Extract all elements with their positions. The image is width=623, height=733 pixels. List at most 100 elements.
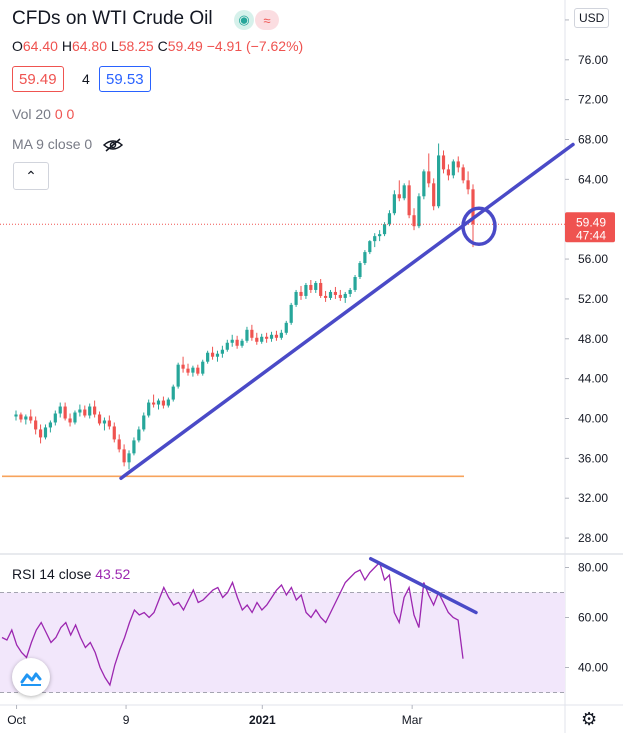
spread-value: 4: [82, 71, 90, 87]
candle-body: [171, 386, 175, 400]
candle-body: [137, 429, 141, 441]
price-tick-label: 76.00: [578, 53, 608, 67]
candle-body: [151, 402, 156, 405]
candle-body: [323, 295, 328, 298]
low-label: L: [110, 38, 119, 54]
currency-button[interactable]: USD: [574, 8, 610, 28]
candle-body: [348, 289, 352, 294]
rsi-tick-label: 40.00: [578, 661, 608, 675]
candle-body: [181, 364, 185, 369]
candle-body: [122, 449, 126, 463]
candle-body: [38, 429, 43, 438]
candle-body: [147, 402, 151, 416]
collapse-legend-button[interactable]: ⌃: [13, 162, 49, 190]
candle-body: [471, 189, 475, 225]
candle-body: [48, 422, 52, 428]
candle-body: [294, 291, 298, 305]
candle-body: [161, 400, 166, 406]
symbol-title[interactable]: CFDs on WTI Crude Oil: [12, 8, 213, 29]
rsi-value: 43.52: [95, 566, 131, 582]
sell-price-button[interactable]: 59.49: [12, 66, 64, 92]
candle-body: [446, 169, 451, 176]
candle-body: [338, 294, 342, 298]
market-open-badge[interactable]: ◉: [234, 10, 254, 30]
candle-body: [368, 241, 372, 253]
candle-body: [407, 185, 411, 216]
candle-body: [269, 334, 274, 339]
candle-body: [358, 263, 362, 277]
rsi-legend[interactable]: RSI 14 close 43.52: [12, 566, 130, 582]
buy-price-button[interactable]: 59.53: [99, 66, 151, 92]
candle-body: [201, 361, 205, 374]
candle-body: [14, 414, 18, 417]
change-value: −4.91 (−7.62%): [206, 38, 304, 54]
breakdown-circle: [461, 206, 497, 247]
price-tick-label: 48.00: [578, 332, 608, 346]
candle-body: [392, 194, 396, 214]
tradingview-logo-icon[interactable]: [12, 658, 50, 696]
candle-body: [132, 440, 136, 454]
symbol-type-badge[interactable]: ≈: [255, 10, 279, 30]
close-value: 59.49: [167, 38, 203, 54]
candle-body: [402, 185, 406, 199]
candle-body: [245, 329, 249, 341]
candle-body: [343, 293, 347, 298]
volume-value-2: 0: [66, 106, 75, 122]
price-tick-label: 56.00: [578, 252, 608, 266]
candle-body: [437, 155, 441, 207]
candle-body: [127, 453, 131, 463]
candle-body: [466, 180, 470, 190]
candle-body: [19, 414, 23, 420]
candle-body: [363, 252, 367, 264]
candle-body: [102, 420, 107, 424]
candle-body: [73, 412, 77, 423]
candle-body: [191, 367, 195, 373]
candle-body: [314, 282, 318, 290]
price-tick-label: 32.00: [578, 491, 608, 505]
candle-body: [397, 194, 401, 199]
last-price-tag: [565, 212, 615, 243]
eye-crossed-icon[interactable]: [102, 137, 124, 153]
candle-body: [427, 171, 431, 184]
candle-body: [107, 420, 111, 427]
low-value: 58.25: [118, 38, 154, 54]
high-label: H: [61, 38, 72, 54]
candle-body: [353, 276, 357, 290]
price-tick-label: 52.00: [578, 292, 608, 306]
candle-body: [265, 336, 269, 339]
close-label: C: [157, 38, 168, 54]
uptrend-line: [119, 142, 575, 481]
candle-body: [284, 322, 288, 333]
candle-body: [58, 406, 62, 414]
candle-body: [373, 236, 377, 242]
gear-icon[interactable]: ⚙: [581, 709, 598, 729]
candle-body: [34, 420, 38, 430]
candle-body: [24, 416, 28, 420]
candle-body: [240, 340, 244, 346]
candle-body: [309, 284, 313, 290]
candle-body: [378, 234, 382, 237]
candle-body: [235, 339, 239, 346]
time-tick-label: Mar: [402, 713, 423, 727]
last-price-countdown: 47:44: [576, 228, 606, 242]
open-label: O: [12, 38, 23, 54]
candle-body: [461, 167, 465, 181]
ma-legend[interactable]: MA 9 close 0: [12, 136, 124, 153]
candle-body: [412, 215, 416, 227]
candle-body: [196, 367, 200, 374]
candle-body: [225, 342, 229, 350]
candle-body: [441, 155, 446, 170]
rsi-tick-label: 60.00: [578, 611, 608, 625]
candle-body: [166, 399, 170, 406]
price-tick-label: 64.00: [578, 172, 608, 186]
candle-body: [250, 329, 254, 338]
price-tick-label: 68.00: [578, 132, 608, 146]
candle-body: [333, 291, 338, 295]
candle-body: [63, 406, 67, 419]
candle-body: [176, 364, 180, 387]
candle-body: [274, 334, 279, 338]
logo-mark: [20, 672, 42, 686]
volume-legend[interactable]: Vol 20 0 0: [12, 106, 74, 122]
